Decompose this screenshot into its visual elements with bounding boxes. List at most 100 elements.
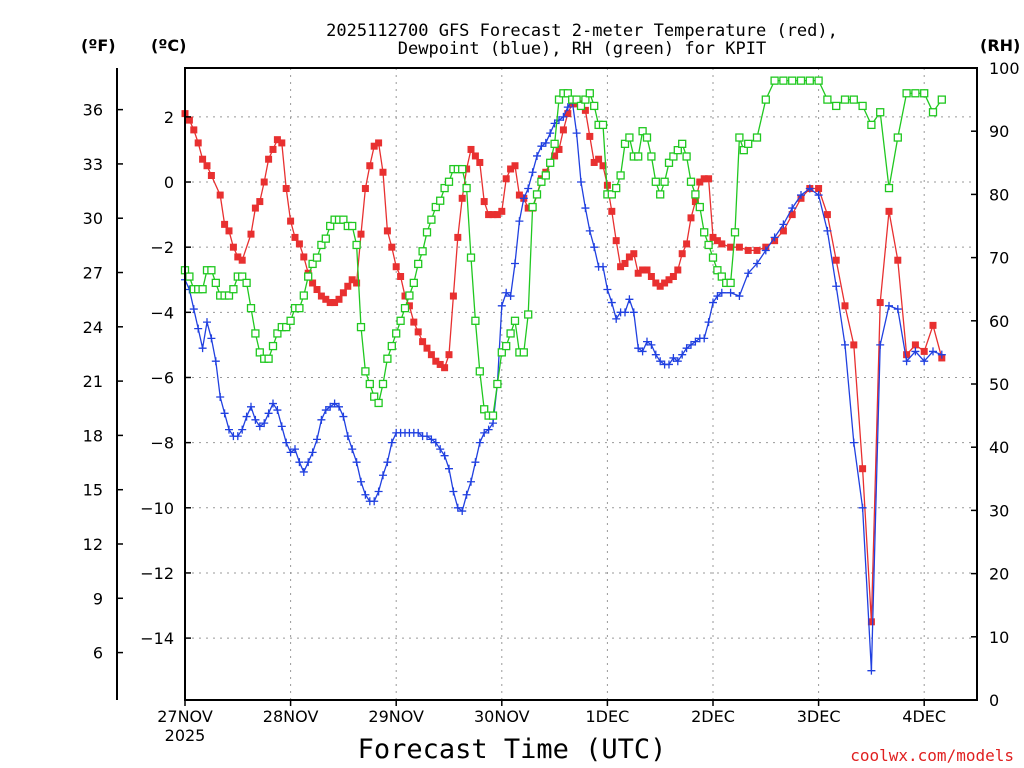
rh-point xyxy=(427,215,436,224)
rh-point xyxy=(207,266,216,275)
temperature-point xyxy=(744,246,752,254)
temperature-point xyxy=(326,299,334,307)
rh-point xyxy=(537,177,546,186)
rh-point xyxy=(678,139,687,148)
rh-point xyxy=(660,177,669,186)
rh-series xyxy=(180,76,946,420)
rh-point xyxy=(383,354,392,363)
dewpoint-point xyxy=(506,292,515,301)
temperature-point xyxy=(643,266,651,274)
rh-point xyxy=(268,341,278,351)
temperature-point xyxy=(432,357,440,365)
temperature-point xyxy=(221,220,229,228)
rh-point xyxy=(475,367,484,376)
temperature-point xyxy=(273,136,281,144)
dewpoint-point xyxy=(651,350,660,359)
temperature-point xyxy=(634,269,642,277)
rh-point xyxy=(488,411,498,420)
dewpoint-point xyxy=(251,415,260,424)
rh-point xyxy=(528,202,537,212)
temperature-point xyxy=(269,145,277,153)
rh-point xyxy=(823,95,832,104)
rh-point xyxy=(348,221,357,231)
dewpoint-point xyxy=(282,438,291,447)
temperature-point xyxy=(251,204,259,212)
rh-point xyxy=(713,266,722,275)
dewpoint-point xyxy=(691,337,700,346)
dewpoint-point xyxy=(445,464,453,473)
temperature-point xyxy=(727,243,735,251)
dewpoint-point xyxy=(876,340,885,349)
dewpoint-point xyxy=(726,288,735,297)
rh-point xyxy=(339,215,348,224)
dewpoint-point xyxy=(599,262,607,271)
temperature-point xyxy=(779,227,787,235)
dewpoint-point xyxy=(242,412,251,421)
rh-point xyxy=(625,133,634,142)
rh-point xyxy=(317,240,326,250)
temperature-point xyxy=(423,344,431,352)
temperature-point xyxy=(691,198,699,206)
temperature-point xyxy=(199,155,207,163)
temperature-point xyxy=(920,347,928,355)
temperature-series xyxy=(181,100,946,626)
rh-point xyxy=(770,76,779,85)
temperature-point xyxy=(753,246,761,254)
rh-point xyxy=(550,139,559,148)
rh-tick-label: 70 xyxy=(989,249,1009,268)
rh-point xyxy=(273,329,282,338)
rh-point xyxy=(308,259,317,269)
temperature-point xyxy=(247,230,255,238)
temperature-point xyxy=(612,237,620,245)
fahrenheit-tick-label: 24 xyxy=(83,318,103,337)
rh-point xyxy=(238,272,247,281)
dewpoint-point xyxy=(313,435,321,444)
dewpoint-point xyxy=(709,298,717,307)
dewpoint-point xyxy=(911,347,920,356)
rh-point xyxy=(414,259,423,269)
dewpoint-point xyxy=(832,282,841,291)
rh-tick-label: 90 xyxy=(989,122,1009,141)
rh-tick-label: 30 xyxy=(989,501,1009,520)
dewpoint-point xyxy=(343,432,352,441)
x-tick-label: 1DEC xyxy=(586,707,630,726)
rh-point xyxy=(612,183,621,193)
dewpoint-point xyxy=(607,298,616,307)
x-tick-label: 2DEC xyxy=(691,707,735,726)
dewpoint-point xyxy=(260,419,269,428)
rh-point xyxy=(554,95,564,104)
dewpoint-point xyxy=(823,226,832,235)
celsius-tick-label: −12 xyxy=(140,564,174,583)
dewpoint-point xyxy=(577,178,585,187)
rh-point xyxy=(840,95,850,104)
dewpoint-point xyxy=(255,422,264,431)
temperature-point xyxy=(524,204,532,212)
dewpoint-point xyxy=(291,445,299,454)
temperature-point xyxy=(361,185,369,193)
dewpoint-point xyxy=(238,425,247,434)
rh-point xyxy=(937,95,946,104)
dewpoint-point xyxy=(339,412,348,421)
celsius-tick-label: −10 xyxy=(140,499,174,518)
rh-tick-label: 100 xyxy=(989,59,1020,78)
dewpoint-point xyxy=(326,402,335,411)
rh-point xyxy=(590,101,599,111)
temperature-point xyxy=(885,207,893,215)
dewpoint-point xyxy=(669,353,678,362)
rh-point xyxy=(356,322,366,332)
unit-label-fahrenheit: (ºF) xyxy=(81,36,116,55)
temperature-point xyxy=(867,618,875,626)
dewpoint-point xyxy=(524,184,533,193)
temperature-point xyxy=(278,139,286,147)
rh-point xyxy=(642,133,652,142)
rh-point xyxy=(295,304,304,313)
temperature-point xyxy=(295,240,303,248)
dewpoint-point xyxy=(629,308,638,317)
dewpoint-point xyxy=(286,448,295,457)
fahrenheit-tick-label: 6 xyxy=(93,644,103,663)
temperature-point xyxy=(788,211,796,219)
temperature-point xyxy=(823,211,831,219)
temperature-point xyxy=(353,279,361,287)
dewpoint-point xyxy=(515,217,524,226)
